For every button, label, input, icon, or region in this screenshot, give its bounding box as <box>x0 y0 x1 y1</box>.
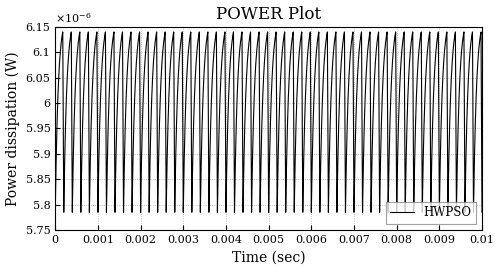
HWPSO <box>244 64 250 67</box>
Y-axis label: Power dissipation (W): Power dissipation (W) <box>6 51 20 206</box>
Line: HWPSO: HWPSO <box>55 32 482 212</box>
HWPSO <box>435 32 441 36</box>
Title: POWER Plot: POWER Plot <box>216 6 321 23</box>
HWPSO <box>479 211 485 214</box>
HWPSO <box>423 69 429 72</box>
HWPSO <box>478 41 484 44</box>
HWPSO <box>324 77 330 80</box>
HWPSO <box>52 211 58 214</box>
Legend: HWPSO: HWPSO <box>386 202 476 224</box>
Text: $\times\mathregular{10^{-6}}$: $\times\mathregular{10^{-6}}$ <box>55 11 92 25</box>
HWPSO <box>473 94 479 98</box>
HWPSO <box>60 30 66 33</box>
X-axis label: Time (sec): Time (sec) <box>232 251 306 264</box>
